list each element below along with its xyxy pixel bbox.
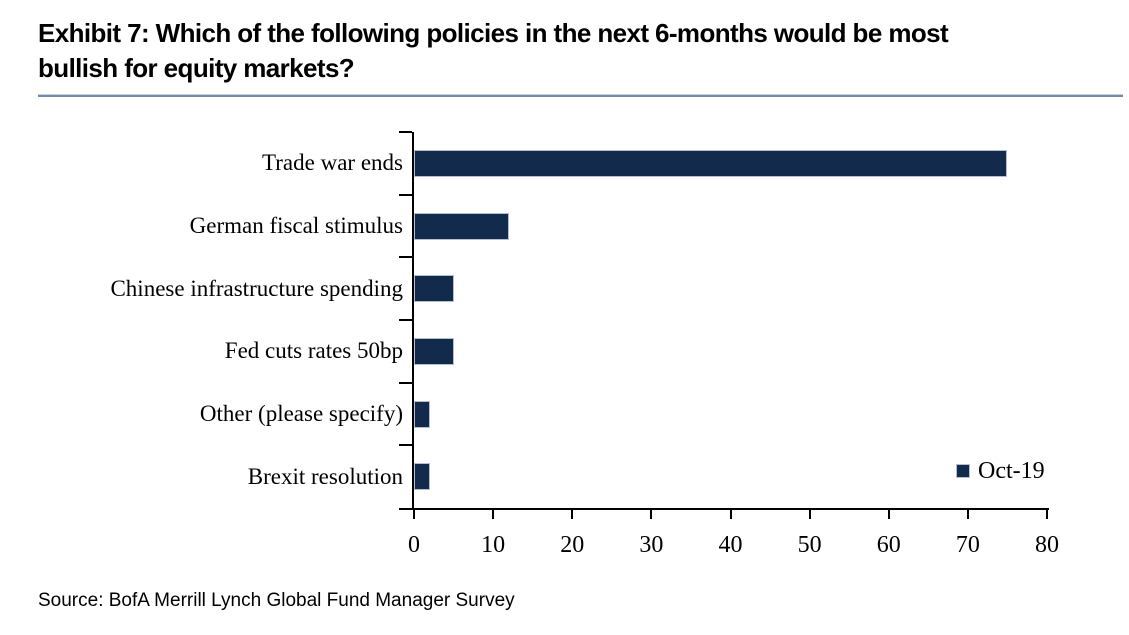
page-title: Exhibit 7: Which of the following polici… — [38, 18, 949, 83]
bar — [414, 463, 430, 491]
y-axis-line — [412, 132, 414, 508]
legend-swatch — [956, 464, 970, 478]
y-axis-tick — [399, 193, 412, 196]
y-axis-tick — [399, 319, 412, 321]
bar — [414, 275, 454, 303]
x-axis-tick — [413, 510, 415, 519]
x-axis-tick-label: 20 — [560, 532, 585, 558]
y-axis-tick — [399, 444, 412, 447]
bar — [414, 400, 430, 428]
title-rule-divider — [38, 94, 1123, 97]
category-label: Trade war ends — [262, 150, 403, 176]
x-axis-tick-label: 10 — [481, 532, 506, 558]
x-axis-tick — [571, 510, 574, 519]
category-label: Brexit resolution — [247, 463, 403, 489]
x-axis-tick — [966, 510, 969, 519]
category-label: Other (please specify) — [199, 401, 403, 426]
legend-label: Oct-19 — [978, 458, 1045, 484]
x-axis-tick — [492, 510, 495, 519]
bar — [414, 149, 1008, 177]
x-axis-tick — [808, 510, 811, 519]
y-axis-tick — [399, 256, 412, 259]
source-text: Source: BofA Merrill Lynch Global Fund M… — [38, 590, 515, 611]
x-axis-tick — [729, 510, 732, 519]
y-axis-tick — [399, 381, 412, 384]
x-axis-tick-label: 40 — [718, 532, 743, 558]
x-axis-tick-label: 30 — [639, 532, 664, 558]
x-axis-tick — [1046, 510, 1048, 519]
x-axis-tick — [887, 510, 890, 519]
legend: Oct-19 — [956, 458, 1045, 484]
bar — [414, 212, 509, 240]
x-axis-tick-label: 50 — [797, 532, 822, 558]
x-axis-tick-label: 60 — [876, 532, 901, 558]
x-axis-tick — [650, 510, 653, 519]
y-axis-tick — [399, 131, 412, 133]
category-label: Fed cuts rates 50bp — [224, 338, 403, 364]
x-axis-tick-label: 80 — [1035, 532, 1059, 558]
x-axis-tick-label: 0 — [408, 532, 420, 558]
x-axis-tick-label: 70 — [955, 532, 980, 558]
bar — [414, 337, 454, 365]
category-label: German fiscal stimulus — [189, 213, 403, 238]
category-label: Chinese infrastructure spending — [110, 275, 403, 301]
x-axis-line — [399, 508, 1049, 510]
